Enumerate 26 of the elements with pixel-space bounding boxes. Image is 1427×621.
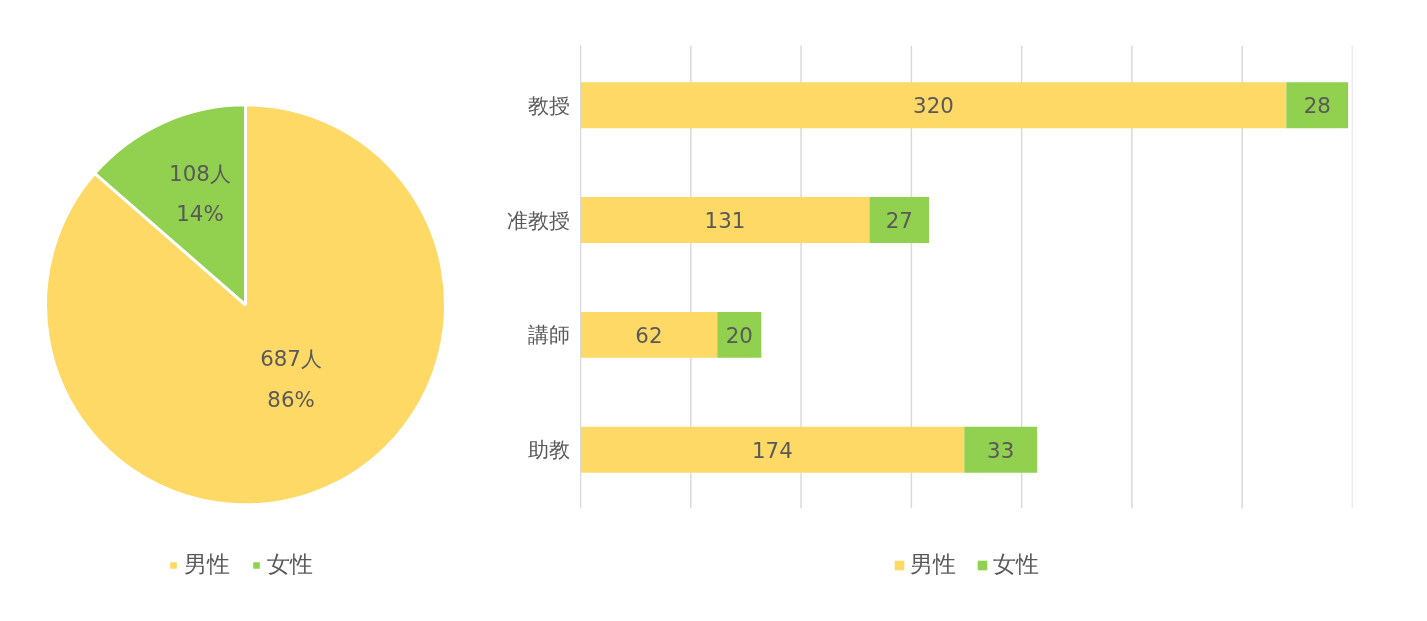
data-label: 28: [1303, 93, 1331, 119]
bar: [964, 426, 1038, 473]
y-tick-label: 教授: [527, 92, 570, 118]
legend-label: 女性: [267, 550, 313, 579]
legend-label: 男性: [184, 550, 230, 579]
data-label: 174: [752, 437, 793, 463]
legend-label: 男性: [910, 550, 956, 579]
legend-label: 女性: [993, 550, 1039, 579]
bar: [717, 311, 762, 358]
bar: [580, 82, 1287, 129]
y-tick-label: 助教: [527, 437, 570, 463]
y-tick-label: 准教授: [506, 207, 570, 233]
bar: [580, 197, 870, 244]
data-label: 320: [913, 93, 954, 119]
data-label: 27: [885, 208, 913, 234]
data-label: 62: [635, 322, 663, 348]
data-label: 33: [987, 437, 1015, 463]
data-label: 20: [725, 322, 753, 348]
y-tick-label: 講師: [527, 322, 570, 348]
data-label: 131: [704, 208, 746, 234]
data-label: 687人 86%: [260, 346, 322, 412]
bar: [580, 426, 965, 473]
data-label: 108人 14%: [169, 160, 231, 227]
bar: [580, 311, 718, 358]
bar: [1286, 82, 1349, 129]
bar: [869, 197, 929, 244]
